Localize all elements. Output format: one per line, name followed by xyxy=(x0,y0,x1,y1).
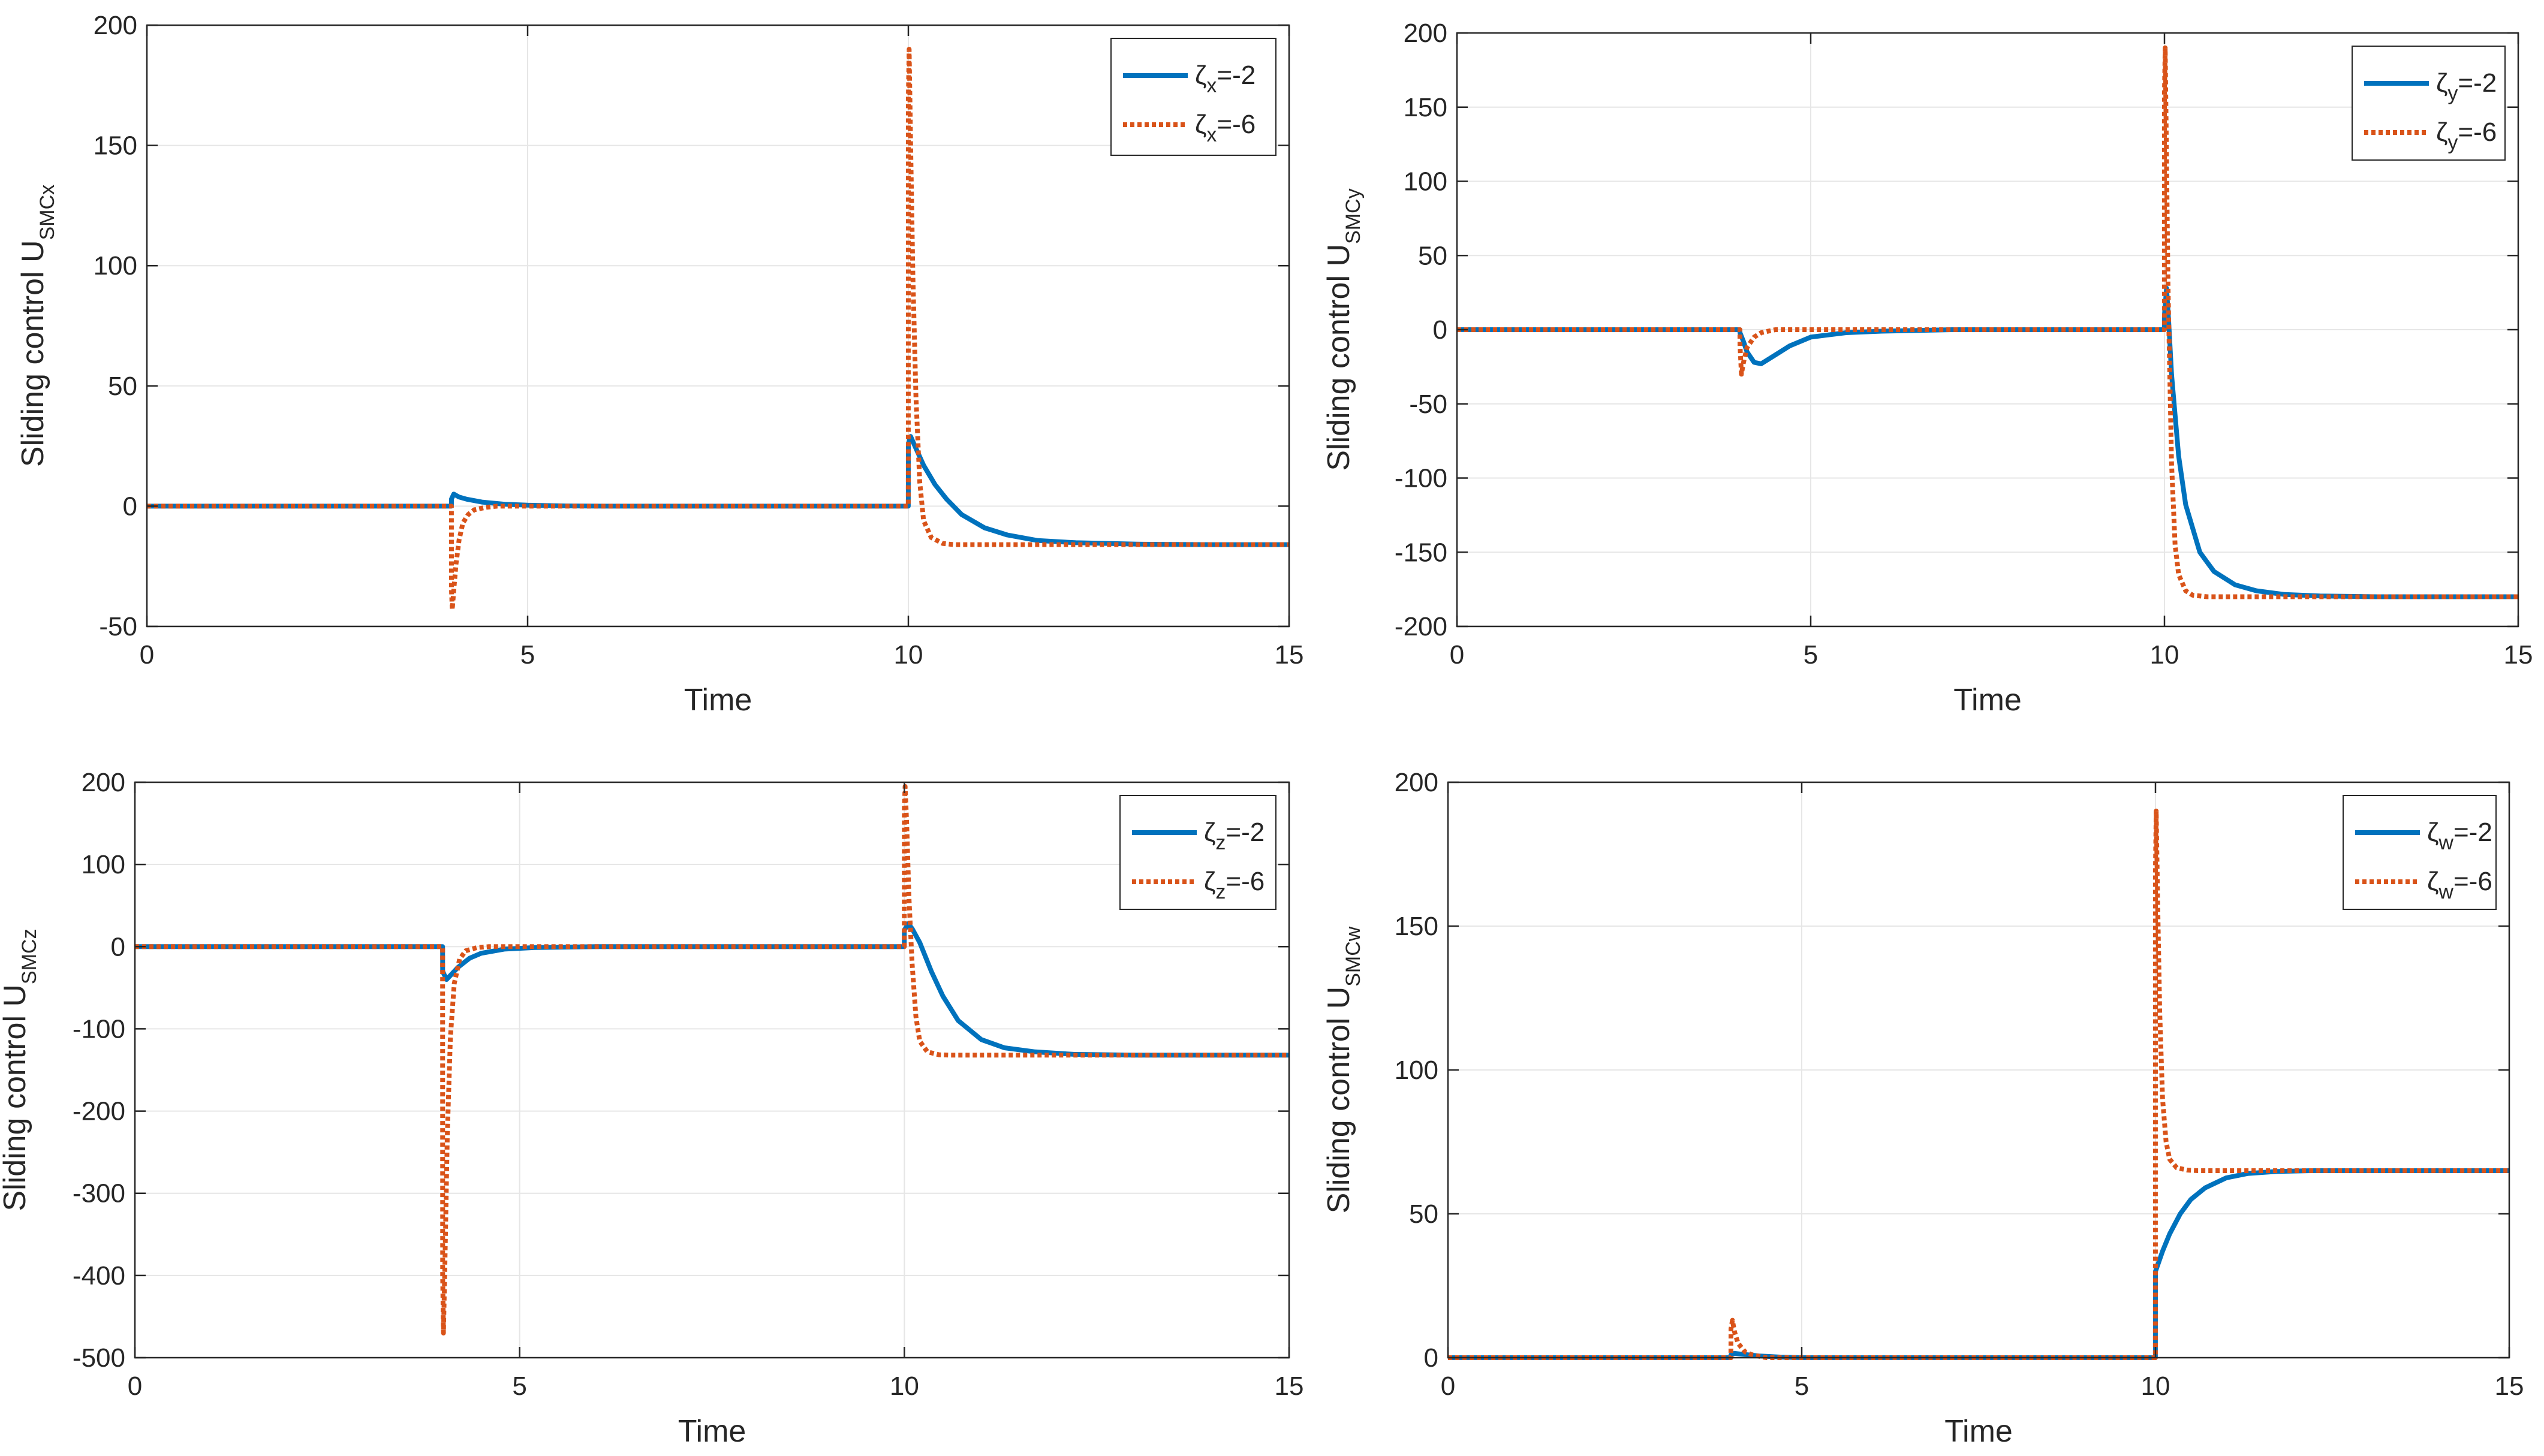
y-tick-label: -300 xyxy=(73,1179,125,1208)
axes-box xyxy=(134,781,1290,1359)
y-tick-label: 50 xyxy=(1409,1199,1438,1229)
legend: ζx=-2 ζx=-6 xyxy=(1110,38,1276,156)
y-tick-label: 50 xyxy=(108,372,137,401)
y-tick-label: -100 xyxy=(1395,464,1447,493)
chart-panel-2: 0 5 10 15 -200 -150 -100 -50 0 50 100 150 200 Time Sli… xyxy=(1321,19,2533,718)
legend-label: ζw=-2 xyxy=(2427,818,2492,854)
legend-box xyxy=(1119,795,1276,910)
x-tick-label: 0 xyxy=(1441,1371,1455,1401)
y-tick-label: -50 xyxy=(99,612,137,641)
x-tick-label: 5 xyxy=(512,1371,526,1401)
chart-panel-3: 0 5 10 15 -500 -400 -300 -200 -100 0 100 200 Time Sli… xyxy=(0,768,1303,1449)
legend: ζz=-2 ζz=-6 xyxy=(1119,795,1276,910)
series-line-dotted xyxy=(1457,45,2518,599)
y-tick-label: 50 xyxy=(1418,241,1447,270)
y-tick-label: 150 xyxy=(1404,93,1447,122)
legend-box xyxy=(2352,46,2506,161)
x-axis-title: Time xyxy=(1944,1414,2013,1449)
y-tick-label: -500 xyxy=(73,1343,125,1373)
y-tick-label: 150 xyxy=(1395,912,1438,941)
legend-box xyxy=(2343,795,2497,910)
axes-box xyxy=(146,24,1290,628)
y-tick-label: 0 xyxy=(1433,315,1447,345)
y-tick-label: 0 xyxy=(1424,1343,1438,1373)
legend-label: ζx=-2 xyxy=(1195,61,1256,97)
x-axis-title: Time xyxy=(678,1414,746,1449)
y-tick-label: 200 xyxy=(1395,768,1438,797)
legend-box xyxy=(1110,38,1276,156)
y-tick-label: 200 xyxy=(82,768,125,797)
plot-area xyxy=(147,25,1289,626)
x-tick-label: 10 xyxy=(2150,640,2179,670)
y-axis-title: Sliding control USMCy xyxy=(1321,188,1365,471)
x-axis-title: Time xyxy=(684,683,752,718)
legend: ζw=-2 ζw=-6 xyxy=(2343,795,2497,910)
y-axis-title: Sliding control USMCw xyxy=(1321,926,1365,1213)
x-tick-label: 15 xyxy=(2495,1371,2524,1401)
x-tick-label: 0 xyxy=(128,1371,142,1401)
y-tick-label: 200 xyxy=(94,11,137,40)
legend-label: ζz=-2 xyxy=(1204,818,1265,854)
y-tick-label: 100 xyxy=(1395,1056,1438,1085)
series-line-dotted xyxy=(135,783,1289,1336)
x-axis-title: Time xyxy=(1953,683,2022,718)
y-tick-label: -50 xyxy=(1409,390,1447,419)
x-tick-label: 0 xyxy=(140,640,154,670)
series-line-dotted xyxy=(1448,809,2509,1360)
y-tick-label: -200 xyxy=(1395,612,1447,641)
y-tick-label: 200 xyxy=(1404,19,1447,48)
x-tick-label: 15 xyxy=(1275,1371,1304,1401)
series-line-solid xyxy=(1448,1168,2509,1360)
y-tick-label: 0 xyxy=(123,492,137,521)
legend-label: ζz=-6 xyxy=(1204,867,1265,903)
y-tick-label: -100 xyxy=(73,1014,125,1044)
y-tick-label: 100 xyxy=(1404,167,1447,197)
legend-label: ζy=-2 xyxy=(2436,68,2497,105)
series-line-dotted xyxy=(147,47,1289,612)
y-tick-label: 100 xyxy=(94,251,137,281)
y-axis-title: Sliding control USMCz xyxy=(0,929,41,1211)
plot-area xyxy=(135,782,1289,1358)
y-tick-label: -400 xyxy=(73,1261,125,1291)
x-tick-label: 10 xyxy=(890,1371,919,1401)
y-axis-title: Sliding control USMCx xyxy=(16,185,59,467)
legend-label: ζw=-6 xyxy=(2427,867,2492,903)
y-tick-label: 0 xyxy=(111,932,125,961)
legend-label: ζy=-6 xyxy=(2436,117,2497,154)
x-tick-label: 15 xyxy=(2504,640,2533,670)
legend: ζy=-2 ζy=-6 xyxy=(2352,46,2506,161)
y-tick-label: -150 xyxy=(1395,538,1447,567)
x-tick-label: 10 xyxy=(894,640,923,670)
x-tick-label: 10 xyxy=(2141,1371,2170,1401)
legend-label: ζx=-6 xyxy=(1195,110,1256,146)
y-tick-label: -200 xyxy=(73,1097,125,1126)
x-tick-label: 15 xyxy=(1275,640,1304,670)
y-tick-label: 100 xyxy=(82,850,125,879)
y-tick-label: 150 xyxy=(94,131,137,161)
x-tick-label: 5 xyxy=(1795,1371,1809,1401)
x-tick-label: 0 xyxy=(1450,640,1464,670)
x-tick-label: 5 xyxy=(520,640,535,670)
x-tick-label: 5 xyxy=(1804,640,1818,670)
